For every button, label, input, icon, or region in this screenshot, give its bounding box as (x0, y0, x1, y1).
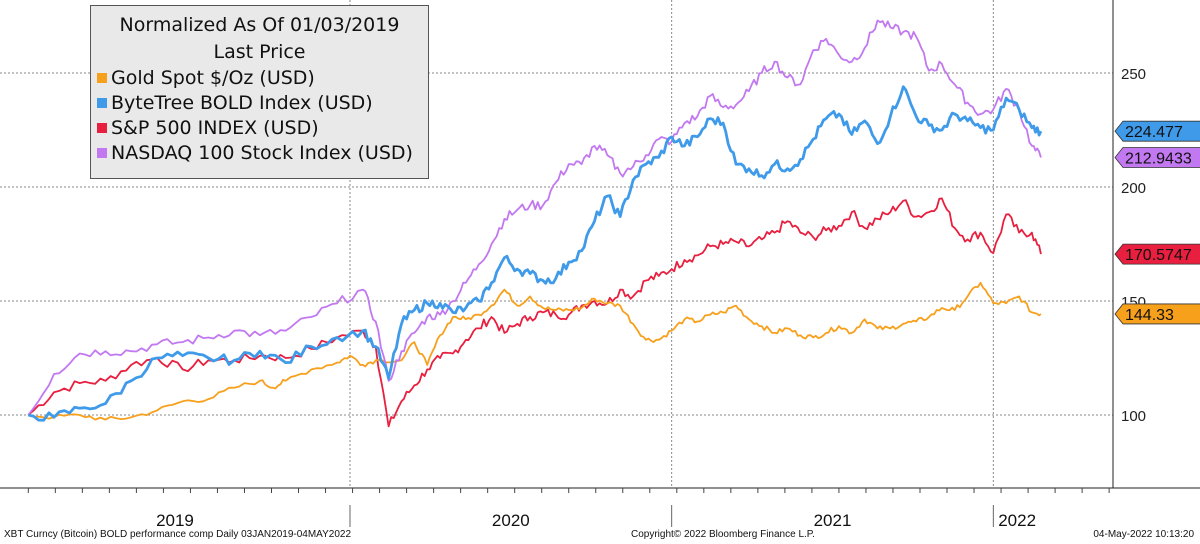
legend-label-bold: ByteTree BOLD Index (USD) (111, 92, 373, 114)
last-price-flags: 144.33 224.477 170.5747 212.9433 (1114, 120, 1200, 325)
last-price-flag-2 (1114, 243, 1200, 265)
legend-title-line2: Last Price (213, 41, 306, 63)
x-axis-ticks: 2019 2020 2021 2022 (156, 511, 1036, 530)
legend-entry-sp500: S&P 500 INDEX (USD) (91, 116, 428, 141)
y-tick-label-200: 200 (1121, 180, 1146, 197)
last-price-flag-1 (1114, 120, 1200, 142)
legend-entry-nasdaq: NASDAQ 100 Stock Index (USD) (91, 141, 428, 166)
y-tick-label-250: 250 (1121, 66, 1146, 83)
x-tick-label-2019: 2019 (156, 511, 194, 530)
legend-swatch-bold (97, 98, 107, 108)
series-line-3 (27, 19, 1042, 416)
x-tick-label-2022: 2022 (998, 511, 1036, 530)
footer-copyright: Copyright© 2022 Bloomberg Finance L.P. (631, 529, 815, 540)
legend-swatch-nasdaq (97, 148, 107, 158)
last-price-flag-3 (1114, 147, 1200, 168)
legend-box: Normalized As Of 01/03/2019 Last Price G… (90, 5, 429, 179)
legend-swatch-sp500 (97, 123, 107, 133)
legend-title-line1: Normalized As Of 01/03/2019 (119, 14, 400, 36)
footer-source-note: XBT Curncy (Bitcoin) BOLD performance co… (4, 529, 352, 540)
x-tick-label-2021: 2021 (814, 511, 852, 530)
axes (0, 0, 1200, 527)
legend-entry-gold: Gold Spot $/Oz (USD) (91, 66, 428, 91)
legend-entry-bold: ByteTree BOLD Index (USD) (91, 91, 428, 116)
footer-timestamp: 04-May-2022 10:13:20 (1093, 529, 1194, 540)
series-line-0 (28, 281, 1042, 421)
series-line-2 (27, 197, 1042, 428)
last-price-label-1: 224.477 (1125, 124, 1183, 141)
series-lines (27, 19, 1043, 428)
last-price-label-2: 170.5747 (1125, 247, 1192, 264)
x-tick-label-2020: 2020 (492, 511, 530, 530)
last-price-flag-0 (1114, 303, 1200, 325)
legend-label-sp500: S&P 500 INDEX (USD) (111, 117, 319, 139)
legend-label-gold: Gold Spot $/Oz (USD) (111, 67, 315, 89)
legend-title: Normalized As Of 01/03/2019 Last Price (91, 12, 428, 66)
legend-swatch-gold (97, 73, 107, 83)
legend-label-nasdaq: NASDAQ 100 Stock Index (USD) (111, 142, 413, 164)
last-price-label-3: 212.9433 (1125, 150, 1192, 167)
series-line-1 (27, 85, 1043, 422)
y-tick-label-100: 100 (1121, 408, 1146, 425)
last-price-label-0: 144.33 (1125, 307, 1174, 324)
